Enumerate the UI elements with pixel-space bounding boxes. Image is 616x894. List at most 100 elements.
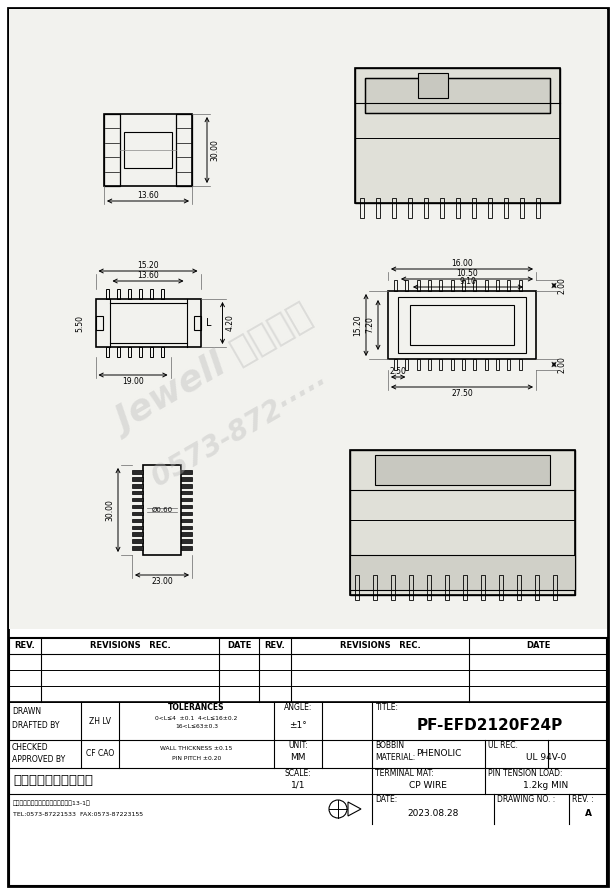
Text: APPROVED BY: APPROVED BY: [12, 755, 65, 763]
Bar: [116, 289, 120, 299]
Bar: [350, 450, 575, 595]
Bar: [9, 638, 607, 886]
Bar: [508, 280, 510, 291]
Bar: [416, 359, 419, 370]
Bar: [132, 470, 143, 474]
Bar: [355, 68, 560, 203]
Text: DRAFTED BY: DRAFTED BY: [12, 721, 60, 730]
Text: UNIT:: UNIT:: [288, 741, 308, 750]
Bar: [181, 526, 192, 529]
Bar: [128, 289, 131, 299]
Bar: [391, 575, 395, 600]
Text: REVISIONS   REC.: REVISIONS REC.: [339, 642, 420, 651]
Bar: [365, 78, 550, 113]
Text: 7.20: 7.20: [365, 316, 375, 333]
Text: 2.50: 2.50: [390, 367, 407, 376]
Text: REV. :: REV. :: [572, 796, 594, 805]
Bar: [428, 359, 431, 370]
Text: 30.00: 30.00: [211, 139, 219, 161]
Bar: [519, 280, 522, 291]
Bar: [520, 198, 524, 218]
Bar: [485, 359, 488, 370]
Text: 2023.08.28: 2023.08.28: [407, 808, 459, 817]
Text: TEL:0573-87221533  FAX:0573-87223155: TEL:0573-87221533 FAX:0573-87223155: [13, 813, 143, 817]
Bar: [517, 575, 521, 600]
Text: DATE:: DATE:: [375, 796, 397, 805]
Text: ±1°: ±1°: [289, 721, 307, 730]
Bar: [9, 9, 607, 629]
Bar: [394, 280, 397, 291]
Bar: [150, 289, 153, 299]
Text: MATERIAL:: MATERIAL:: [375, 753, 415, 762]
Bar: [427, 575, 431, 600]
Bar: [428, 280, 431, 291]
Text: CP WIRE: CP WIRE: [410, 780, 447, 789]
Bar: [181, 546, 192, 550]
Bar: [181, 511, 192, 515]
Text: TERMINAL MAT:: TERMINAL MAT:: [375, 769, 434, 778]
Bar: [405, 280, 408, 291]
Bar: [519, 359, 522, 370]
Bar: [132, 484, 143, 487]
Text: ANGLE:: ANGLE:: [284, 704, 312, 713]
Text: 16<L≤63±0.3: 16<L≤63±0.3: [175, 724, 218, 730]
Bar: [150, 347, 153, 357]
Text: DATE: DATE: [227, 642, 251, 651]
Bar: [445, 575, 449, 600]
Bar: [360, 198, 364, 218]
Text: PF-EFD2120F24P: PF-EFD2120F24P: [416, 719, 562, 733]
Bar: [128, 347, 131, 357]
Bar: [181, 484, 192, 487]
Bar: [496, 359, 499, 370]
Bar: [388, 291, 536, 359]
Bar: [95, 316, 102, 330]
Bar: [508, 359, 510, 370]
Bar: [405, 359, 408, 370]
Bar: [451, 280, 453, 291]
Bar: [161, 289, 163, 299]
Bar: [488, 198, 492, 218]
Bar: [193, 316, 200, 330]
Bar: [132, 546, 143, 550]
Text: CHECKED: CHECKED: [12, 744, 49, 753]
Bar: [181, 539, 192, 543]
Text: CF CAO: CF CAO: [86, 749, 114, 758]
Text: Ø0.60: Ø0.60: [152, 507, 172, 513]
Text: L: L: [206, 318, 211, 328]
Bar: [451, 359, 453, 370]
Bar: [181, 491, 192, 494]
Bar: [440, 198, 444, 218]
Text: 13.60: 13.60: [137, 272, 159, 281]
Bar: [424, 198, 428, 218]
Bar: [375, 455, 550, 485]
Bar: [408, 198, 412, 218]
Bar: [181, 533, 192, 536]
Bar: [481, 575, 485, 600]
Bar: [504, 198, 508, 218]
Text: 4.20: 4.20: [226, 315, 235, 332]
Bar: [499, 575, 503, 600]
Bar: [418, 73, 448, 98]
Bar: [181, 498, 192, 502]
Text: 27.50: 27.50: [451, 390, 473, 399]
Bar: [416, 280, 419, 291]
Bar: [181, 519, 192, 522]
Bar: [496, 280, 499, 291]
Text: 15.20: 15.20: [354, 314, 362, 336]
Text: DATE: DATE: [526, 642, 550, 651]
Text: 2.00: 2.00: [557, 277, 567, 294]
Bar: [139, 289, 142, 299]
Bar: [132, 539, 143, 543]
Bar: [463, 575, 467, 600]
Text: ZH LV: ZH LV: [89, 716, 111, 726]
Text: PIN TENSION LOAD:: PIN TENSION LOAD:: [488, 769, 562, 778]
Bar: [365, 78, 550, 113]
Text: TITLE:: TITLE:: [376, 704, 399, 713]
Bar: [132, 526, 143, 529]
Bar: [116, 347, 120, 357]
Bar: [355, 575, 359, 600]
Bar: [132, 511, 143, 515]
Bar: [392, 198, 396, 218]
Text: 23.00: 23.00: [151, 578, 173, 586]
Bar: [439, 280, 442, 291]
